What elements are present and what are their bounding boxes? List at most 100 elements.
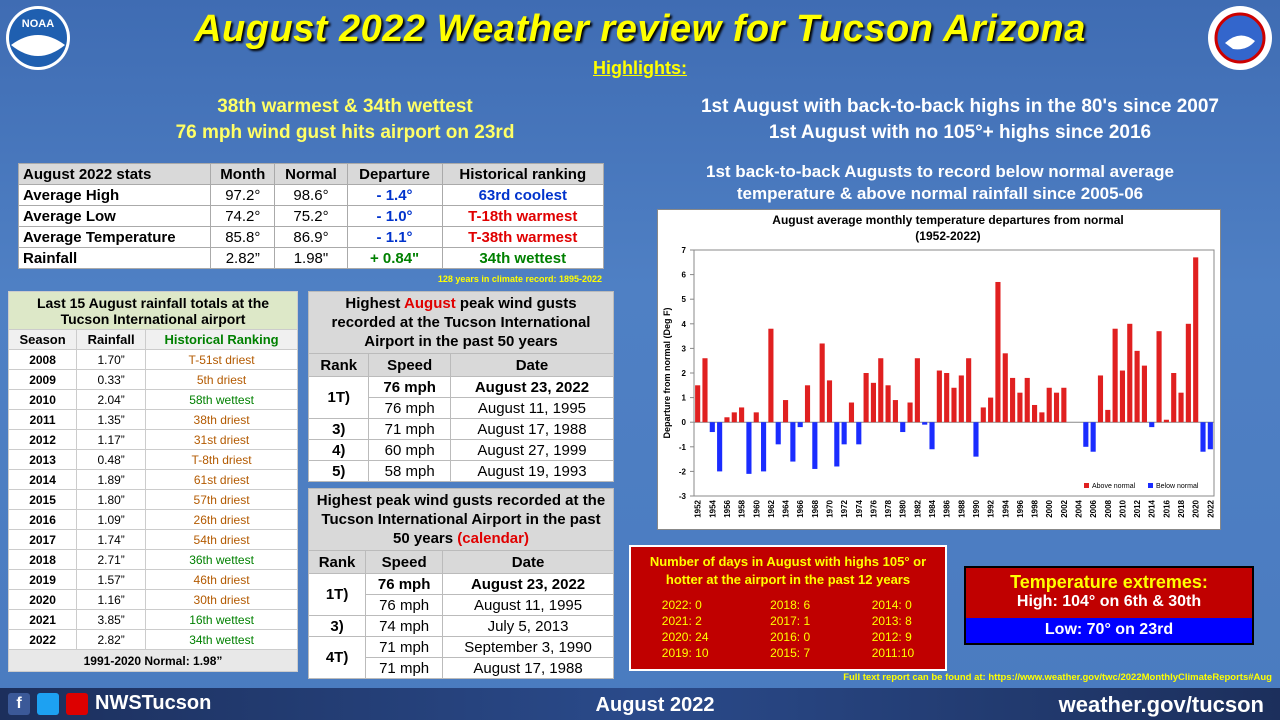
bar [892,400,898,423]
bar [702,358,708,423]
title-part: (calendar) [457,530,529,547]
bar [1112,328,1118,423]
row: Average Temperature 85.8° 86.9° - 1.1° T-38t… [17,226,605,248]
cell: 0.48” [76,449,147,470]
days-box: Number of days in August with highs 105°… [629,545,947,671]
bar [1032,404,1038,423]
cell: 76 mph [365,594,444,616]
row: 4T) 71 mph September 3, 1990 [307,636,614,679]
cell: 58th wettest [145,389,298,410]
row: 3) 71 mph August 17, 1988 [307,418,615,440]
cell: 2020 [7,589,78,610]
rank-cell: 4T) [307,636,367,679]
x-tick-label: 1992 [987,499,996,517]
cell: Average Low [17,205,212,227]
row: 2012 1.17” 31st driest [7,429,298,450]
cell: 1.09” [76,509,147,530]
header-cell: Rainfall [76,329,147,350]
days-entry: 2016: 0 [770,630,811,644]
bar [695,385,701,423]
bar [1171,373,1177,423]
cell: 34th wettest [441,247,605,269]
chart-subtitle: (1952-2022) [915,229,980,243]
cell: 2019 [7,569,78,590]
cell: 76 mph [365,573,444,595]
cell: August 17, 1988 [442,657,614,679]
row: Average Low 74.2° 75.2° - 1.0° T-18th warmes… [17,205,605,227]
bar [1090,422,1096,452]
cell: 63rd coolest [441,184,605,206]
days-entry: 2011:10 [871,646,915,660]
row: 4) 60 mph August 27, 1999 [307,439,615,461]
row: Average High 97.2° 98.6° - 1.4° 63rd coolest [17,184,605,206]
row: 2017 1.74” 54th driest [7,529,298,550]
chart: August average monthly temperature depar… [657,209,1221,530]
cell: 38th driest [145,409,298,430]
x-tick-label: 1976 [869,499,878,517]
cell: 31st driest [145,429,298,450]
footnote: 128 years in climate record: 1895-2022 [437,274,602,284]
bar [1119,370,1126,423]
cell: 1.70” [76,349,147,370]
cell: Average High [17,184,212,206]
header-row: August 2022 stats Month Normal Departure His… [17,163,605,185]
nws-logo [1208,6,1272,70]
y-tick-label: 1 [682,394,687,403]
cell: T-38th warmest [441,226,605,248]
header-cell: Rank [307,550,367,574]
site[interactable]: weather.gov/tucson [1058,692,1264,717]
bar [885,385,891,423]
y-tick-label: -2 [679,467,687,476]
days-entry: 2014: 0 [871,598,912,612]
cell: 61st driest [145,469,298,490]
row: 2015 1.80” 57th driest [7,489,298,510]
cell: 71 mph [365,657,444,679]
cell: 1.16” [76,589,147,610]
cell: 2017 [7,529,78,550]
days-entry: 2020: 24 [661,630,709,644]
bar [907,402,913,423]
header-cell: Date [449,353,615,377]
cell: 2013 [7,449,78,470]
y-tick-label: -3 [679,492,687,501]
x-tick-label: 2022 [1206,499,1215,517]
legend-swatch [1148,483,1153,488]
bar [1193,257,1199,423]
legend-swatch [1084,483,1089,488]
bar [761,422,767,472]
bar [804,385,811,423]
cell: August 11, 1995 [449,397,615,419]
cell: 30th driest [145,589,298,610]
subtitle: Highlights: [593,58,687,78]
table-title: Last 15 August rainfall totals at the Tu… [8,291,298,330]
cell: - 1.4° [346,184,443,206]
bar [870,382,876,423]
x-tick-label: 1954 [708,499,717,517]
bar [878,358,884,423]
facebook-icon[interactable]: f [8,693,30,715]
cell: 1.17” [76,429,147,450]
row: 2010 2.04” 58th wettest [7,389,298,410]
bar [841,422,847,445]
cell: 2.04” [76,389,147,410]
footer: f NWSTucson August 2022 weather.gov/tucs… [0,688,1280,720]
header-cell: August 2022 stats [17,163,212,185]
bar [1053,392,1060,423]
cell: 2.71” [76,549,147,570]
wind-table: Highest August peak wind gusts recorded … [307,291,615,482]
cell: 57th driest [145,489,298,510]
y-tick-label: 7 [682,246,687,255]
days-title: Number of days in August with highs 105°… [649,554,927,587]
twitter-icon[interactable] [37,693,59,715]
x-tick-label: 2010 [1118,499,1127,517]
days-column: 2014: 0 2013: 8 2012: 9 2011:10 [872,597,915,661]
row: 76 mph August 11, 1995 [309,397,615,419]
row: 3) 74 mph July 5, 2013 [307,615,614,637]
bar [826,380,833,423]
youtube-icon[interactable] [66,693,88,715]
cell: 2009 [7,369,78,390]
bar [819,343,825,423]
x-tick-label: 1986 [943,499,952,517]
cell: T-8th driest [145,449,298,470]
header-cell: Speed [368,353,451,377]
